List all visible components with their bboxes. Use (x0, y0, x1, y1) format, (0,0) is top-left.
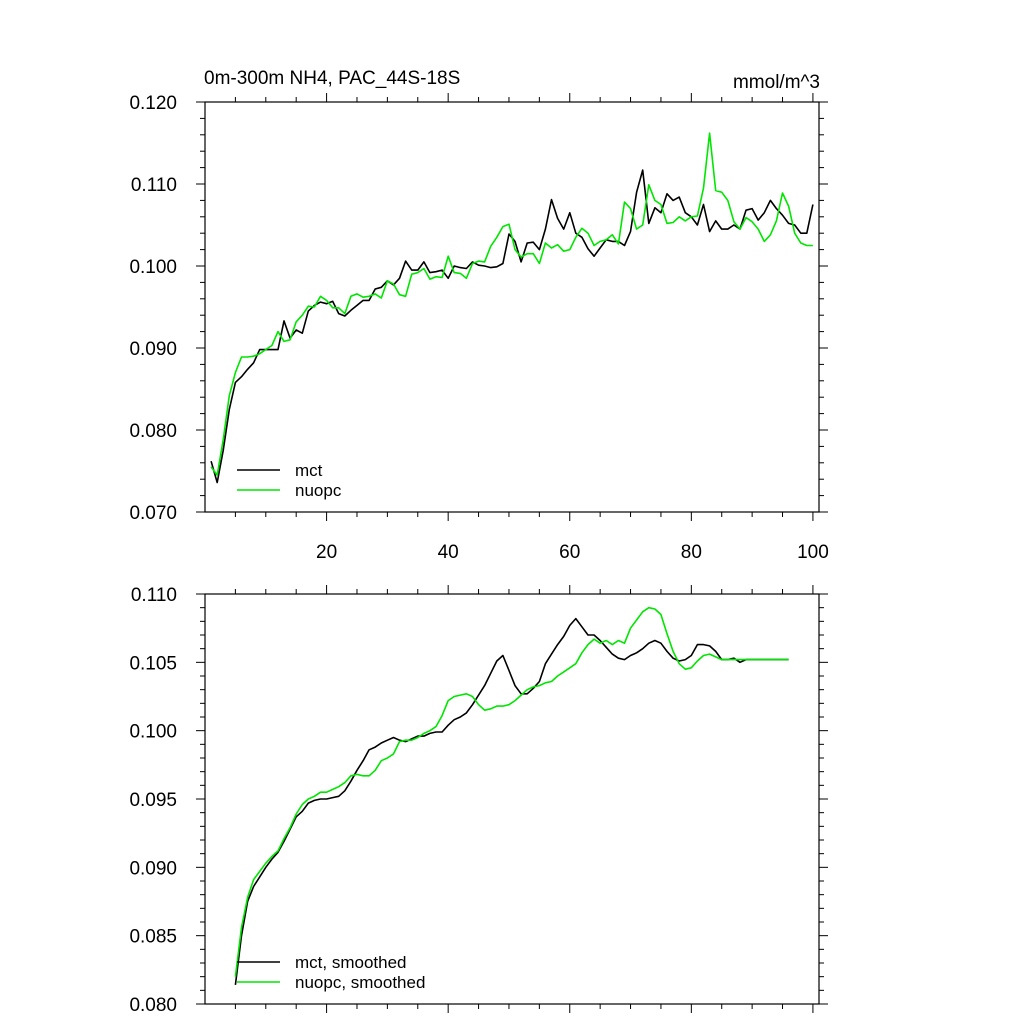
top-plot-frame (204, 101, 820, 513)
legend-label-mct: mct (295, 461, 323, 480)
top-legend: mct nuopc (237, 461, 342, 500)
chart-title: 0m-300m NH4, PAC_44S-18S (204, 68, 460, 89)
bottom-series-line-0 (234, 617, 789, 985)
top-x-tick-label: 20 (316, 542, 337, 563)
top-series-group (210, 132, 814, 484)
top-y-tick-label: 0.090 (129, 339, 177, 360)
legend-label-nuopc: nuopc (295, 481, 342, 500)
top-y-tick-label: 0.110 (131, 175, 177, 196)
bottom-y-tick-label: 0.085 (129, 927, 177, 948)
units-label: mmol/m^3 (733, 72, 820, 93)
bottom-y-tick-label: 0.080 (129, 995, 177, 1016)
bottom-legend: mct, smoothed nuopc, smoothed (237, 953, 425, 992)
top-x-tick-label: 100 (797, 542, 829, 563)
top-x-tick-label: 40 (438, 542, 459, 563)
bottom-y-tick-label: 0.095 (129, 790, 177, 811)
top-series-line-1 (210, 132, 813, 476)
bottom-y-tick-label: 0.100 (129, 722, 177, 743)
bottom-y-tick-label: 0.105 (129, 653, 177, 674)
legend-label-mct-smoothed: mct, smoothed (295, 953, 407, 972)
legend-label-nuopc-smoothed: nuopc, smoothed (295, 973, 425, 992)
bottom-series-group (234, 606, 789, 985)
top-y-tick-label: 0.080 (129, 421, 177, 442)
bottom-y-tick-label: 0.110 (131, 585, 177, 606)
bottom-plot-frame (204, 593, 820, 1005)
top-y-tick-label: 0.070 (129, 503, 177, 524)
bottom-y-tick-label: 0.090 (129, 858, 177, 879)
bottom-panel: 0.080 0.085 0.090 0.095 0.100 0.105 0.110 mct,… (129, 585, 828, 1016)
top-x-tick-label: 80 (681, 542, 702, 563)
bottom-series-line-1 (234, 606, 789, 977)
top-y-tick-label: 0.100 (129, 257, 177, 278)
top-y-tick-label: 0.120 (129, 93, 177, 114)
top-x-tick-label: 60 (559, 542, 580, 563)
top-panel: 0m-300m NH4, PAC_44S-18S mmol/m^3 20 40 60… (129, 68, 828, 563)
top-series-line-0 (210, 169, 814, 484)
